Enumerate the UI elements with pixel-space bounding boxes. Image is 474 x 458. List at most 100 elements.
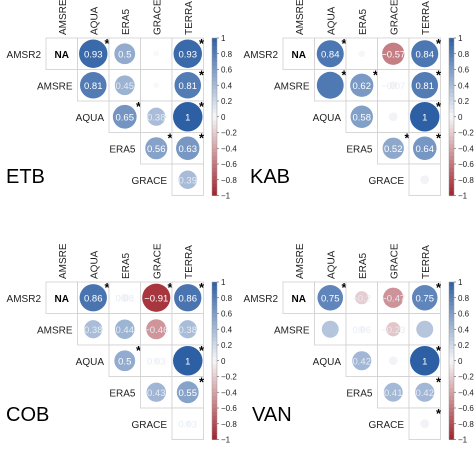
colorbar-tick-label: −0.8 [458, 420, 474, 429]
significance-star: * [199, 99, 205, 114]
row-label: GRACE [131, 420, 167, 431]
correlation-circle [389, 81, 398, 90]
colorbar-segment [212, 423, 217, 429]
colorbar-tick-label: 0.4 [458, 81, 470, 90]
column-label: ERA5 [121, 252, 132, 279]
row-label: GRACE [131, 176, 167, 187]
correlation-circle [114, 350, 136, 372]
colorbar-segment [449, 81, 454, 86]
colorbar-segment [449, 104, 454, 110]
significance-star: * [199, 131, 205, 146]
colorbar-segment [212, 368, 217, 374]
colorbar-tick-label: 0.2 [221, 97, 233, 106]
colorbar-segment [212, 160, 217, 165]
colorbar-segment [212, 404, 217, 409]
colorbar-segment [449, 289, 454, 295]
correlation-value: −0.23 [381, 325, 405, 336]
correlation-value: 0.93 [179, 49, 198, 60]
correlation-circle [410, 102, 440, 132]
colorbar-tick-label: −0.6 [458, 160, 474, 169]
colorbar-segment [449, 392, 454, 397]
correlation-circle [352, 351, 372, 371]
row-label: AQUA [313, 113, 342, 124]
colorbar-segment [449, 435, 454, 440]
correlation-value: 0.84 [321, 49, 340, 60]
colorbar-segment [212, 120, 217, 126]
colorbar-segment [212, 325, 217, 330]
colorbar-segment [449, 356, 454, 362]
colorbar-tick-label: 0.2 [221, 341, 233, 350]
colorbar-tick-label: 0.6 [458, 66, 470, 75]
significance-star: * [341, 280, 347, 295]
matrix-cell [282, 37, 315, 70]
colorbar-segment [212, 116, 217, 122]
row-label: ERA5 [346, 388, 373, 399]
colorbar-segment [449, 415, 454, 421]
correlation-value: 0.38 [84, 325, 103, 336]
colorbar-tick-label: 1 [221, 34, 226, 43]
colorbar-segment [212, 289, 217, 295]
correlation-circle [412, 136, 437, 161]
correlation-circle [321, 320, 339, 338]
correlation-value: 0.5 [118, 356, 131, 367]
colorbar-segment [449, 293, 454, 299]
correlation-circle [178, 320, 197, 339]
colorbar-segment [212, 419, 217, 425]
colorbar-segment [212, 45, 217, 51]
correlation-value: 1 [185, 112, 190, 123]
correlation-circle [174, 284, 202, 312]
correlation-value: 0.45 [116, 81, 135, 92]
colorbar-tick-label: −0.6 [458, 404, 474, 413]
correlation-circle [383, 287, 404, 308]
colorbar-segment [449, 38, 454, 43]
column-label: TERRA [184, 1, 195, 35]
colorbar-segment [212, 187, 217, 193]
colorbar-segment [449, 388, 454, 393]
colorbar-segment [449, 57, 454, 63]
colorbar-segment [212, 345, 217, 350]
colorbar-segment [212, 171, 217, 177]
colorbar-segment [449, 164, 454, 169]
panel-label: VAN [252, 404, 292, 426]
colorbar-segment [449, 191, 454, 196]
colorbar-tick-label: 0.6 [458, 310, 470, 319]
colorbar-segment [212, 356, 217, 362]
colorbar-segment [449, 337, 454, 342]
colorbar-segment [212, 140, 217, 145]
significance-star: * [436, 36, 442, 51]
correlation-circle [383, 382, 403, 402]
colorbar-segment [212, 400, 217, 405]
colorbar-segment [449, 61, 454, 67]
correlation-value: 0.03 [147, 356, 166, 367]
row-label: AMSR2 [244, 50, 279, 61]
column-label: ERA5 [358, 252, 369, 279]
colorbar-segment [212, 136, 217, 141]
colorbar-segment [449, 376, 454, 381]
correlation-circle [416, 320, 434, 338]
colorbar-segment [449, 136, 454, 141]
colorbar-segment [212, 164, 217, 169]
colorbar-segment [212, 305, 217, 311]
correlation-value: 0.65 [116, 112, 135, 123]
correlation-value: 0.75 [321, 293, 340, 304]
colorbar-segment [449, 411, 454, 417]
column-label: TERRA [184, 245, 195, 279]
column-label: AQUA [89, 6, 100, 35]
colorbar-segment [212, 41, 217, 47]
correlation-circle [350, 73, 374, 97]
correlation-value: −0.2 [352, 293, 371, 304]
column-label: GRACE [389, 243, 400, 279]
correlation-circle [176, 381, 199, 404]
correlation-value: 0.42 [416, 388, 435, 399]
colorbar-tick-label: 0.8 [458, 50, 470, 59]
correlation-circle [114, 319, 135, 340]
colorbar-segment [212, 333, 217, 338]
colorbar-segment [212, 348, 217, 354]
colorbar-segment [449, 348, 454, 354]
row-label: AMSRE [274, 325, 310, 336]
colorbar-segment [212, 148, 217, 153]
colorbar-segment [449, 187, 454, 193]
colorbar-segment [449, 41, 454, 47]
colorbar-tick-label: 1 [458, 278, 463, 287]
colorbar-tick-label: −1 [221, 436, 231, 445]
